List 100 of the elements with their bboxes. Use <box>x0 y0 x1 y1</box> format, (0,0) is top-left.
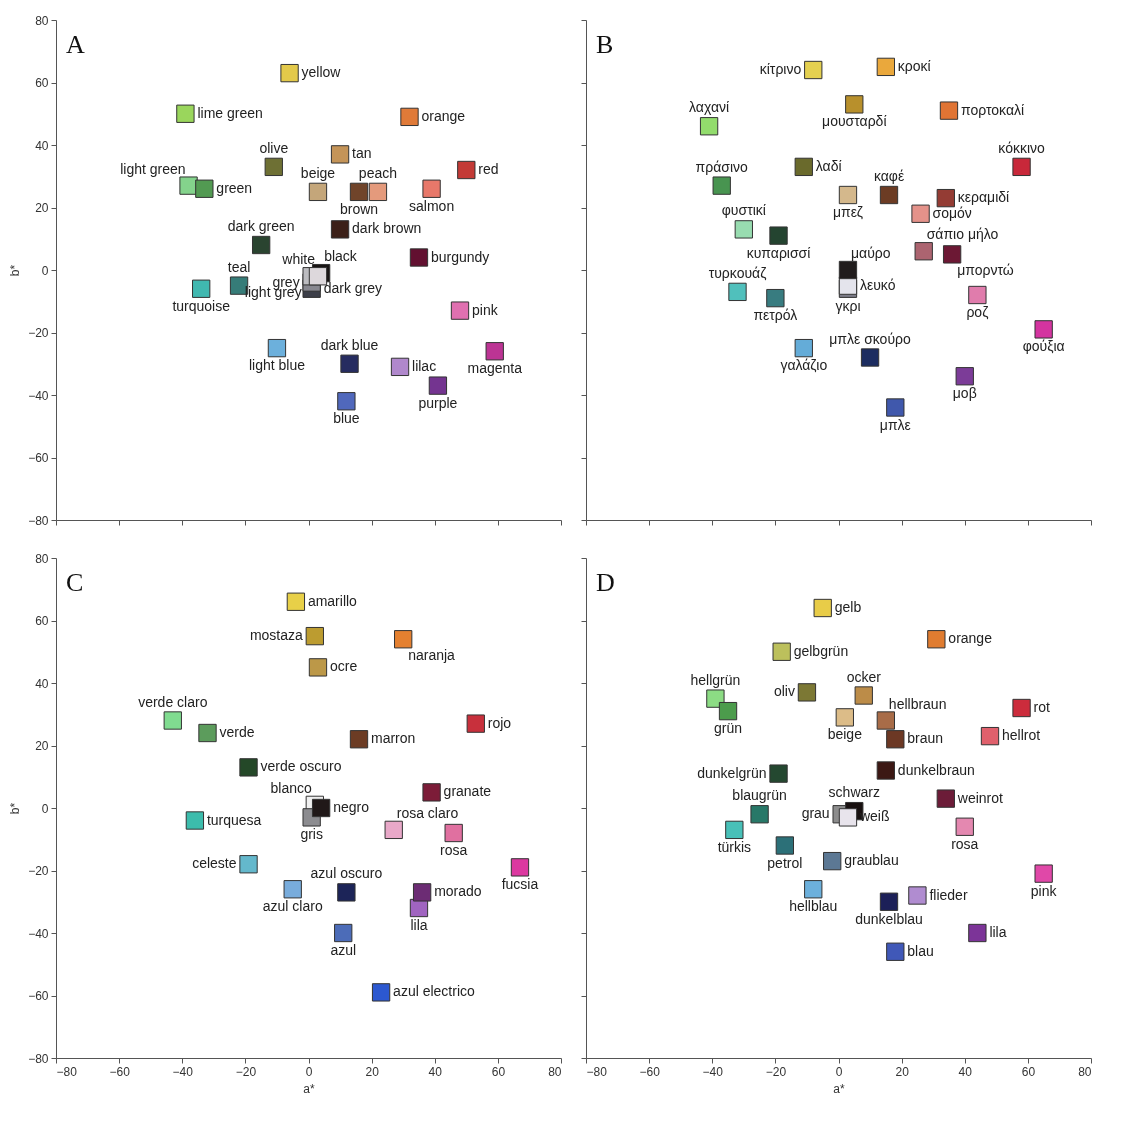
point <box>390 357 410 377</box>
point <box>766 288 785 308</box>
x-tick-label: −40 <box>702 1064 724 1079</box>
series-label: teal <box>227 258 251 275</box>
series-label: verde <box>219 724 255 740</box>
point <box>942 245 962 264</box>
point <box>911 204 930 223</box>
series-label: φούξια <box>1022 338 1065 355</box>
x-tick-label: −60 <box>109 1064 131 1079</box>
y-tick-label: 60 <box>35 614 49 628</box>
series-label: γαλάζιο <box>780 357 828 374</box>
series-label: braun <box>907 730 944 747</box>
series-label: azul claro <box>262 898 323 915</box>
point <box>728 282 747 302</box>
point <box>349 182 369 202</box>
series-label: λαχανί <box>689 99 730 116</box>
series-label: beige <box>300 164 336 181</box>
series-label: orange <box>421 107 466 124</box>
series-label: tan <box>352 145 372 162</box>
y-tick-label: 20 <box>35 739 49 753</box>
series-label: pink <box>472 301 499 318</box>
point <box>968 285 987 305</box>
series-label: hellgrün <box>690 671 741 688</box>
series-label: gelb <box>834 599 862 615</box>
series-label: verde claro <box>138 693 208 710</box>
point <box>264 157 283 177</box>
y-tick-label: −60 <box>28 989 49 1003</box>
series-label: κυπαρισσί <box>746 244 811 261</box>
series-label: turquesa <box>206 811 262 828</box>
y-tick-label: −40 <box>28 388 49 403</box>
series-label: flieder <box>929 886 968 903</box>
y-tick-label: 40 <box>35 676 49 691</box>
y-tick-label: −20 <box>28 864 49 878</box>
series-label: μπορντώ <box>957 262 1014 279</box>
point <box>879 185 899 205</box>
series-label: azul electrico <box>393 983 476 1000</box>
x-tick-label: −20 <box>765 1064 787 1079</box>
series-label: weinrot <box>956 789 1004 806</box>
point <box>340 354 359 373</box>
x-tick-label: 0 <box>835 1064 843 1079</box>
point <box>280 63 299 83</box>
point <box>192 279 211 298</box>
point <box>308 182 328 202</box>
point <box>794 338 813 358</box>
series-label: rosa claro <box>396 804 459 821</box>
x-tick-label: −80 <box>56 1064 78 1079</box>
series-label: azul oscuro <box>310 865 383 882</box>
series-label: λαδί <box>815 157 842 174</box>
y-axis-title: b* <box>8 802 23 815</box>
point <box>1012 157 1031 177</box>
point <box>428 376 448 395</box>
point <box>330 145 350 164</box>
series-label: μπλε σκούρο <box>829 330 912 347</box>
point <box>712 176 731 195</box>
series-label: purple <box>418 394 458 411</box>
series-label: hellblau <box>789 898 838 915</box>
series-label: μαύρο <box>850 245 891 261</box>
series-label: τυρκουάζ <box>708 264 767 281</box>
series-label: ροζ <box>966 304 989 320</box>
series-label: blau <box>907 942 934 959</box>
point <box>252 235 271 255</box>
series-label: lime green <box>197 104 263 121</box>
annotation: C <box>66 568 84 597</box>
series-label: lila <box>989 924 1007 940</box>
series-label: blue <box>333 410 360 427</box>
series-label: dark grey <box>323 279 383 296</box>
y-tick-label: 0 <box>41 801 49 816</box>
x-tick-label: 20 <box>895 1064 910 1079</box>
series-label: κόκκινο <box>998 139 1046 156</box>
y-tick-label: 80 <box>35 13 49 28</box>
series-label: light blue <box>248 357 306 374</box>
y-tick-label: 80 <box>35 551 49 566</box>
annotation: B <box>596 30 614 59</box>
y-tick-label: −40 <box>28 926 49 941</box>
x-tick-label: −20 <box>235 1064 257 1079</box>
series-label: oliv <box>773 683 795 700</box>
point <box>699 117 719 136</box>
series-label: celeste <box>192 855 237 872</box>
series-label: verde oscuro <box>260 758 342 775</box>
series-label: türkis <box>717 838 752 855</box>
point <box>769 226 788 245</box>
series-label: lila <box>410 917 428 933</box>
annotation: A <box>66 30 85 59</box>
series-label: καφέ <box>873 168 905 184</box>
series-label: salmon <box>409 197 455 214</box>
series-label: light green <box>120 160 186 177</box>
y-tick-label: 0 <box>41 263 49 278</box>
series-label: yellow <box>301 64 342 81</box>
series-label: πορτοκαλί <box>960 101 1025 118</box>
point <box>734 220 753 239</box>
series-label: graublau <box>844 852 899 869</box>
point <box>804 60 823 80</box>
series-label: λευκό <box>859 276 896 293</box>
x-tick-label: 80 <box>548 1064 562 1079</box>
x-tick-label: 0 <box>305 1064 313 1079</box>
series-label: brown <box>339 200 379 217</box>
series-label: μπεζ <box>832 204 864 220</box>
y-tick-label: 40 <box>35 138 49 153</box>
x-tick-label: −40 <box>172 1064 194 1079</box>
series-label: negro <box>333 799 370 815</box>
